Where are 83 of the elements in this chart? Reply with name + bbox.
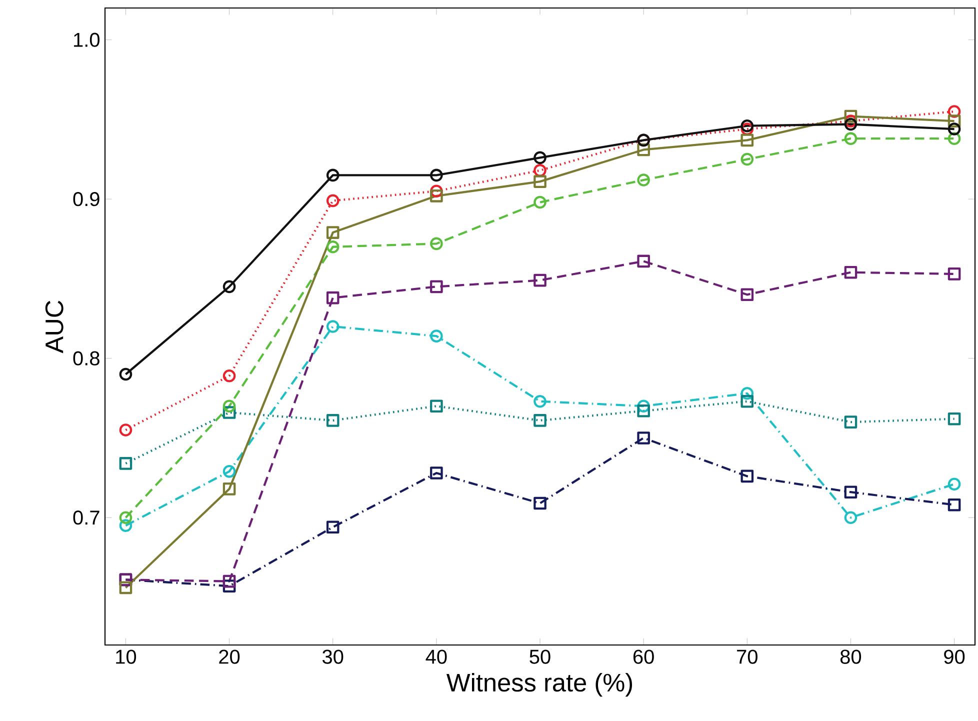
point <box>637 400 650 413</box>
point <box>844 266 858 279</box>
point <box>740 152 754 166</box>
y-tick-label: 1.0 <box>74 32 100 47</box>
point <box>948 114 961 128</box>
point <box>430 330 443 342</box>
x-tick-label: 90 <box>944 650 965 664</box>
point <box>534 496 546 510</box>
point <box>326 291 340 304</box>
point <box>326 414 340 427</box>
point <box>119 457 132 470</box>
x-tick-label: 20 <box>219 650 240 664</box>
point <box>637 432 650 444</box>
point <box>326 194 340 208</box>
point <box>534 164 546 177</box>
x-tick-label: 50 <box>530 650 550 664</box>
point <box>740 394 754 408</box>
point <box>740 134 754 147</box>
point <box>844 110 858 123</box>
point <box>430 237 443 250</box>
point <box>948 498 961 512</box>
y-tick-label: 0.7 <box>73 510 100 525</box>
point <box>326 168 340 182</box>
point <box>637 143 650 156</box>
point <box>119 519 132 532</box>
x-tick-label: 80 <box>840 650 862 664</box>
y-tick-label: 0.9 <box>73 192 100 206</box>
point <box>948 122 961 136</box>
point <box>844 486 858 499</box>
point <box>637 254 650 268</box>
point <box>326 320 340 333</box>
point <box>948 268 961 280</box>
point <box>534 175 546 188</box>
point <box>740 470 754 483</box>
point <box>948 412 961 426</box>
point <box>222 369 236 382</box>
point <box>844 118 858 131</box>
point <box>740 119 754 132</box>
point <box>844 132 858 145</box>
point <box>948 105 961 118</box>
point <box>119 511 132 524</box>
point <box>222 465 236 478</box>
point <box>534 151 546 164</box>
point <box>430 466 443 480</box>
point <box>222 400 236 413</box>
point <box>637 404 650 418</box>
point <box>844 511 858 524</box>
point <box>430 190 443 202</box>
point <box>534 196 546 209</box>
point <box>430 168 443 182</box>
x-tick-label: 60 <box>633 650 654 664</box>
point <box>326 226 340 239</box>
point <box>844 114 858 128</box>
x-tick-label: 30 <box>322 650 344 664</box>
point <box>326 240 340 254</box>
point <box>119 424 132 436</box>
point <box>534 414 546 427</box>
point <box>430 280 443 294</box>
point <box>430 400 443 413</box>
point <box>948 132 961 145</box>
point <box>637 174 650 186</box>
point <box>534 274 546 287</box>
x-tick-label: 10 <box>116 650 136 664</box>
point <box>948 478 961 491</box>
y-axis-title: AUC <box>45 300 64 354</box>
point <box>326 520 340 534</box>
point <box>740 122 754 136</box>
point <box>222 280 236 294</box>
point <box>222 580 236 592</box>
point <box>119 581 132 594</box>
x-tick-label: 70 <box>737 650 758 664</box>
point <box>222 482 236 496</box>
point <box>534 394 546 408</box>
point <box>119 368 132 381</box>
point <box>740 288 754 302</box>
y-tick-label: 0.8 <box>73 351 100 366</box>
x-axis-title: Witness rate (%) <box>446 673 632 697</box>
point <box>222 574 236 588</box>
x-tick-label: 40 <box>426 650 447 664</box>
point <box>844 416 858 428</box>
point <box>430 184 443 198</box>
point <box>222 406 236 419</box>
point <box>740 386 754 400</box>
